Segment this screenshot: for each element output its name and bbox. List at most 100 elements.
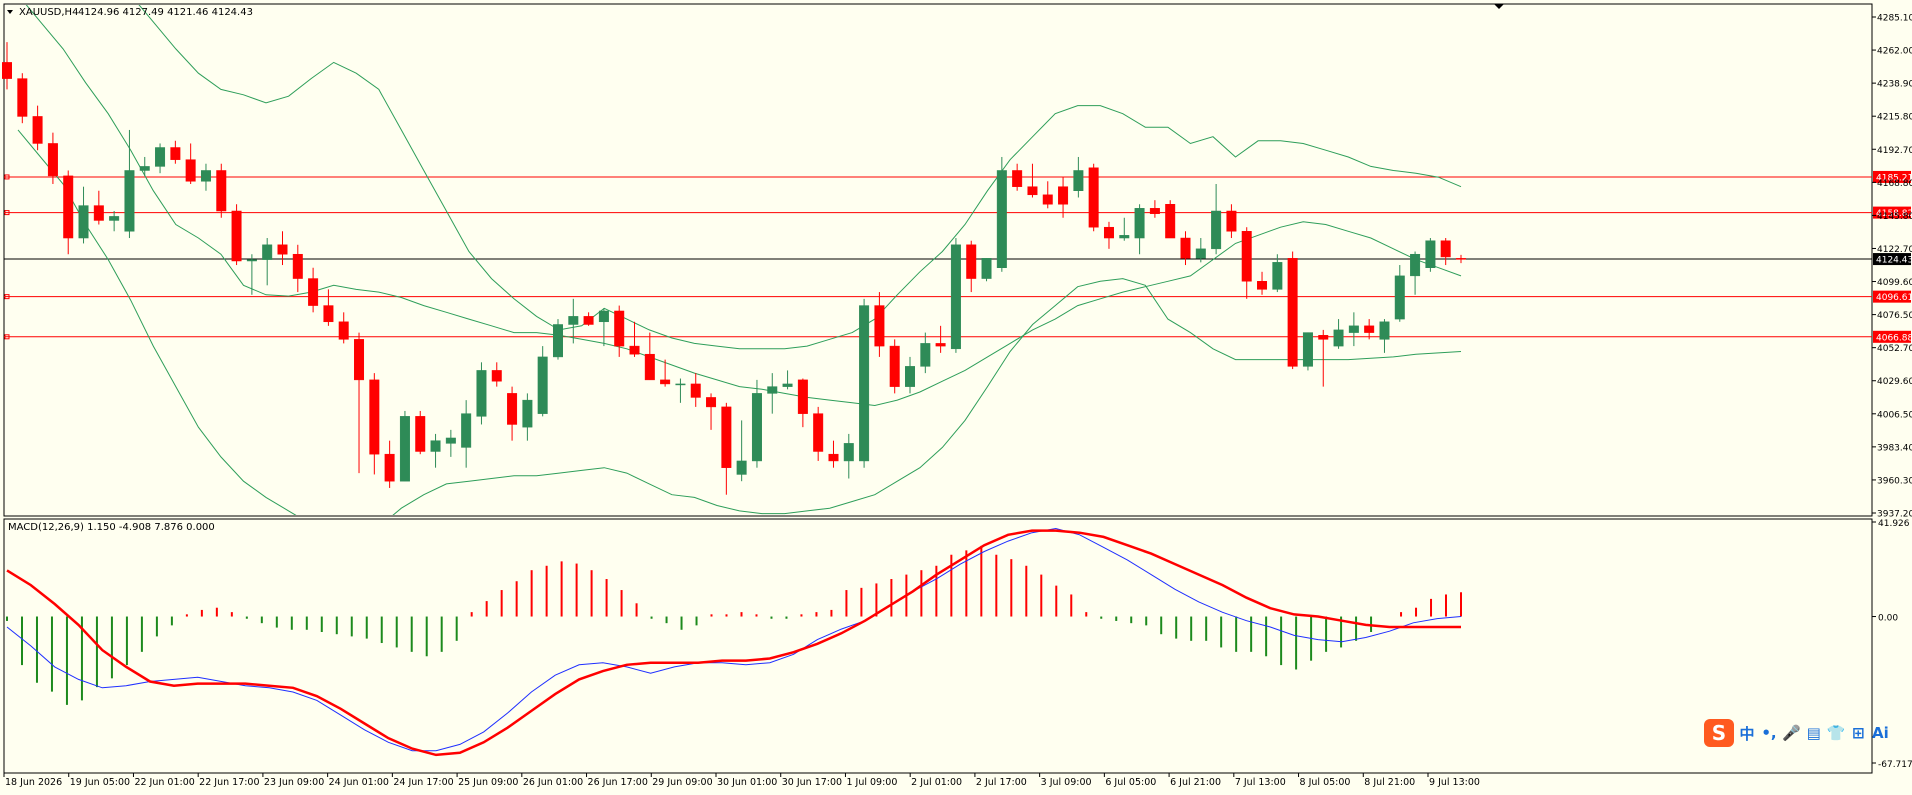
candle bbox=[1394, 265, 1405, 322]
price-axis-label: 4029.60 bbox=[1877, 377, 1912, 387]
candle bbox=[399, 410, 410, 482]
candle bbox=[1226, 204, 1237, 239]
candle bbox=[63, 170, 74, 255]
sogou-logo-icon[interactable]: S bbox=[1704, 719, 1734, 747]
ime-keyboard-icon[interactable]: ▤ bbox=[1806, 724, 1821, 742]
candle bbox=[843, 433, 854, 479]
bollinger-middle-line bbox=[25, 5, 1462, 407]
candle bbox=[1456, 254, 1466, 264]
level-handle-4[interactable] bbox=[4, 334, 10, 340]
candle bbox=[415, 410, 426, 455]
candle bbox=[629, 321, 640, 357]
bollinger-lower-line bbox=[17, 129, 1462, 515]
candle bbox=[1195, 238, 1206, 263]
macd-axis-label: 41.926 bbox=[1878, 519, 1910, 529]
candle bbox=[1211, 183, 1222, 255]
candle bbox=[1165, 200, 1176, 239]
candle bbox=[751, 379, 762, 468]
candles bbox=[2, 42, 1466, 495]
time-axis-label: 3 Jul 09:00 bbox=[1041, 777, 1092, 788]
candle bbox=[706, 393, 717, 430]
price-axis-label: 4168.80 bbox=[1877, 179, 1912, 189]
level-tag-label-0: 4185.21 bbox=[1876, 173, 1912, 183]
macd-lines bbox=[6, 527, 1462, 757]
candle bbox=[1379, 319, 1390, 353]
candle bbox=[354, 332, 365, 474]
level-handle-3[interactable] bbox=[4, 294, 10, 300]
time-axis-label: 6 Jul 05:00 bbox=[1105, 777, 1156, 788]
chart-header: XAUUSD,H4 4124.96 4127.49 4121.46 4124.4… bbox=[7, 4, 1504, 18]
candle bbox=[736, 420, 747, 482]
candle bbox=[1058, 177, 1069, 218]
candle bbox=[308, 267, 319, 313]
ohlc-readout: 4124.96 4127.49 4121.46 4124.43 bbox=[78, 7, 253, 18]
ime-chinese-mode-toggle[interactable]: 中 bbox=[1739, 724, 1755, 743]
ime-toolbar: S 中 •, 🎤 ▤ 👕 ⊞ Ai bbox=[1704, 718, 1889, 748]
candle bbox=[384, 440, 395, 488]
time-axis-label: 19 Jun 05:00 bbox=[70, 777, 130, 788]
candle bbox=[721, 402, 732, 495]
candle bbox=[1088, 163, 1099, 232]
candle bbox=[1440, 238, 1451, 266]
candle bbox=[552, 319, 563, 360]
candle bbox=[1012, 163, 1023, 191]
candle bbox=[583, 312, 594, 326]
time-axis-label: 23 Jun 09:00 bbox=[264, 777, 324, 788]
ime-microphone-icon[interactable]: 🎤 bbox=[1782, 724, 1801, 742]
candle bbox=[1042, 181, 1053, 209]
price-axis-label: 3960.30 bbox=[1877, 476, 1912, 486]
candle bbox=[813, 406, 824, 461]
price-axis-label: 4122.70 bbox=[1877, 245, 1912, 255]
ime-skin-icon[interactable]: 👕 bbox=[1826, 724, 1846, 742]
level-tag-label-2: 4124.43 bbox=[1876, 256, 1912, 266]
price-axis-label: 4192.70 bbox=[1877, 146, 1912, 156]
candle bbox=[981, 258, 992, 282]
candle bbox=[1272, 254, 1283, 293]
candle bbox=[782, 370, 793, 390]
candle bbox=[920, 332, 931, 374]
candle bbox=[797, 378, 808, 428]
price-axis-label: 4099.60 bbox=[1877, 278, 1912, 288]
candle bbox=[1103, 221, 1114, 249]
candle bbox=[889, 339, 900, 394]
time-axis-label: 26 Jun 01:00 bbox=[523, 777, 583, 788]
candle bbox=[1318, 329, 1329, 387]
shift-marker-icon[interactable] bbox=[1494, 4, 1504, 9]
level-tag-label-1: 4158.82 bbox=[1876, 209, 1912, 219]
price-axis-label: 4052.70 bbox=[1877, 344, 1912, 354]
level-handle-1[interactable] bbox=[4, 210, 10, 216]
time-axis-label: 24 Jun 17:00 bbox=[393, 777, 453, 788]
candle bbox=[109, 211, 120, 232]
candle bbox=[1410, 251, 1421, 295]
macd-histogram bbox=[6, 545, 1462, 705]
ime-ai-button[interactable]: Ai bbox=[1871, 724, 1889, 742]
candle bbox=[185, 143, 196, 184]
level-handle-0[interactable] bbox=[4, 174, 10, 180]
ime-punctuation-toggle[interactable]: •, bbox=[1761, 724, 1777, 742]
macd-axis-label: 0.00 bbox=[1878, 614, 1898, 624]
candle bbox=[93, 190, 104, 225]
price-axis-label: 4285.10 bbox=[1877, 14, 1912, 24]
price-pane-border bbox=[3, 3, 1873, 517]
candle bbox=[522, 393, 533, 441]
ime-toolbox-icon[interactable]: ⊞ bbox=[1852, 724, 1865, 742]
candle bbox=[17, 73, 28, 124]
candle bbox=[1333, 319, 1344, 349]
macd-signal-line bbox=[6, 529, 1461, 757]
price-axis-label: 3937.20 bbox=[1877, 510, 1912, 520]
time-axis-label: 30 Jun 01:00 bbox=[717, 777, 777, 788]
macd-main-line bbox=[6, 527, 1462, 752]
candle bbox=[170, 140, 181, 164]
menu-triangle-icon[interactable] bbox=[7, 10, 13, 14]
price-axis-label: 4076.50 bbox=[1877, 311, 1912, 321]
time-axis-label: 22 Jun 17:00 bbox=[199, 777, 259, 788]
candle bbox=[246, 254, 257, 295]
time-axis-label: 26 Jun 17:00 bbox=[588, 777, 648, 788]
macd-axis-label: -67.717 bbox=[1878, 760, 1912, 770]
time-axis-label: 29 Jun 09:00 bbox=[652, 777, 712, 788]
candle bbox=[338, 312, 349, 344]
candle bbox=[277, 231, 288, 266]
time-axis: 18 Jun 2026 19 Jun 05:00 22 Jun 01:00 22 Ju… bbox=[3, 773, 1480, 788]
price-axis-label: 4215.80 bbox=[1877, 113, 1912, 123]
